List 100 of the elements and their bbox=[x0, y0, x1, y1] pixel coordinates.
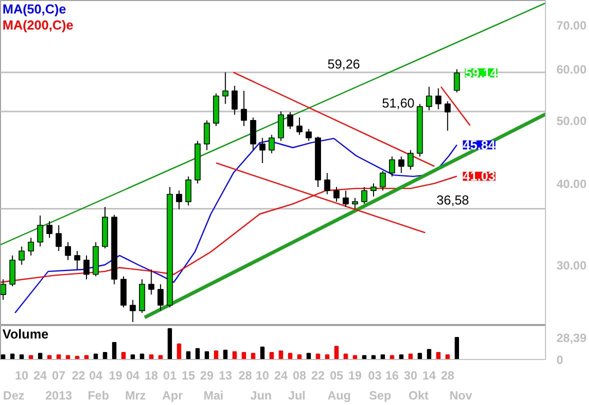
bar bbox=[278, 350, 284, 360]
candlestick bbox=[278, 110, 284, 142]
bar bbox=[94, 354, 98, 360]
x-tick-label: 28 bbox=[238, 368, 252, 382]
bar bbox=[0, 354, 6, 360]
bar bbox=[426, 348, 432, 360]
candlestick bbox=[148, 269, 154, 296]
bar bbox=[176, 344, 182, 360]
candlestick bbox=[435, 88, 442, 110]
y-tick-label: 70.00 bbox=[556, 18, 587, 33]
x2-tick-label: Feb bbox=[88, 388, 110, 402]
ref-line-label: 36,58 bbox=[436, 192, 470, 208]
annotation: 59.14 bbox=[464, 65, 498, 80]
candlestick bbox=[361, 186, 368, 204]
bar bbox=[344, 354, 348, 360]
chart-title: Volume bbox=[2, 326, 48, 342]
text: MA(200,C)e bbox=[2, 18, 74, 32]
x-tick-label: 19 bbox=[348, 368, 362, 382]
bar bbox=[436, 352, 441, 360]
x2-tick-label: Jul bbox=[288, 388, 306, 402]
bar bbox=[325, 354, 330, 360]
bar bbox=[334, 346, 339, 360]
y-tick-label: 28,39 bbox=[556, 331, 587, 346]
x-tick-label: 29 bbox=[200, 368, 214, 382]
data-label: 45.84 bbox=[462, 137, 496, 152]
candlestick bbox=[324, 172, 330, 195]
x2-tick-label: Mrz bbox=[125, 388, 146, 402]
x2-tick-label: Mai bbox=[203, 388, 224, 402]
candlestick bbox=[28, 237, 34, 256]
y-tick-label: 30.00 bbox=[556, 258, 587, 272]
bar bbox=[56, 354, 61, 360]
candlestick bbox=[74, 250, 80, 270]
bar bbox=[168, 328, 172, 360]
x2-tick-label: Okt bbox=[408, 388, 429, 402]
x-tick-label: 19 bbox=[108, 368, 123, 382]
candlestick bbox=[398, 156, 404, 174]
ref-line-label: 51,60 bbox=[382, 95, 415, 110]
bar bbox=[140, 354, 144, 360]
x-tick-label: 22 bbox=[72, 368, 86, 382]
candlestick bbox=[0, 278, 6, 300]
bar bbox=[306, 352, 311, 360]
bar bbox=[75, 356, 80, 360]
candlestick bbox=[232, 85, 238, 116]
candlestick bbox=[333, 186, 340, 202]
bar bbox=[242, 352, 246, 360]
candlestick bbox=[454, 68, 460, 93]
text: MA(50,C)e bbox=[2, 2, 66, 16]
x-tick-label: 10 bbox=[14, 368, 29, 382]
bar bbox=[20, 354, 24, 360]
x-tick-label: 03 bbox=[368, 368, 382, 382]
candlestick bbox=[250, 117, 256, 151]
candlestick bbox=[408, 150, 414, 170]
candlestick bbox=[176, 190, 182, 210]
bar bbox=[232, 351, 237, 360]
x2-tick-label: Aug bbox=[327, 388, 351, 402]
candlestick bbox=[185, 176, 192, 206]
candlestick bbox=[306, 128, 312, 142]
x-tick-label: 05 bbox=[330, 368, 344, 382]
x-tick-label: 16 bbox=[385, 368, 400, 382]
bar bbox=[121, 352, 126, 360]
bar bbox=[418, 352, 422, 360]
candlestick bbox=[64, 242, 72, 261]
x-tick-label: 07 bbox=[52, 368, 66, 382]
bar bbox=[223, 350, 228, 360]
candlestick bbox=[380, 170, 386, 192]
bar bbox=[445, 354, 450, 360]
candlestick bbox=[222, 72, 228, 104]
x-tick-label: 24 bbox=[274, 368, 288, 382]
bar bbox=[38, 352, 42, 360]
candlestick bbox=[46, 220, 52, 238]
bar bbox=[186, 351, 190, 360]
x2-tick-label: Nov bbox=[450, 388, 472, 402]
bar bbox=[251, 352, 256, 360]
bar bbox=[288, 352, 292, 360]
y-tick-label: 0 bbox=[556, 353, 564, 367]
x-tick-label: 13 bbox=[218, 368, 232, 382]
x2-tick-label: Jun bbox=[250, 388, 272, 402]
x-tick-label: 04 bbox=[89, 368, 103, 382]
x2-tick-label: Dez bbox=[3, 388, 24, 402]
x-tick-label: 28 bbox=[440, 368, 455, 382]
x-tick-label: 01 bbox=[163, 368, 177, 382]
x-tick-label: 24 bbox=[34, 368, 48, 382]
x-tick-label: 15 bbox=[182, 368, 196, 382]
candlestick bbox=[259, 137, 266, 164]
x2-tick-label: 2013 bbox=[45, 388, 72, 402]
candlestick bbox=[444, 100, 451, 132]
candlestick bbox=[426, 86, 432, 111]
bar bbox=[204, 351, 210, 360]
candlestick bbox=[56, 224, 62, 252]
bar bbox=[399, 354, 404, 360]
x2-tick-label: Apr bbox=[162, 388, 184, 402]
candlestick bbox=[204, 120, 210, 151]
candlestick bbox=[342, 190, 349, 208]
x-tick-label: 30 bbox=[404, 368, 418, 382]
x2-tick-label: Sep bbox=[369, 388, 392, 402]
candlestick bbox=[240, 90, 247, 127]
bar bbox=[149, 354, 154, 360]
bar bbox=[102, 352, 108, 360]
candlestick bbox=[268, 134, 275, 154]
y-tick-label: 40.00 bbox=[556, 176, 587, 191]
